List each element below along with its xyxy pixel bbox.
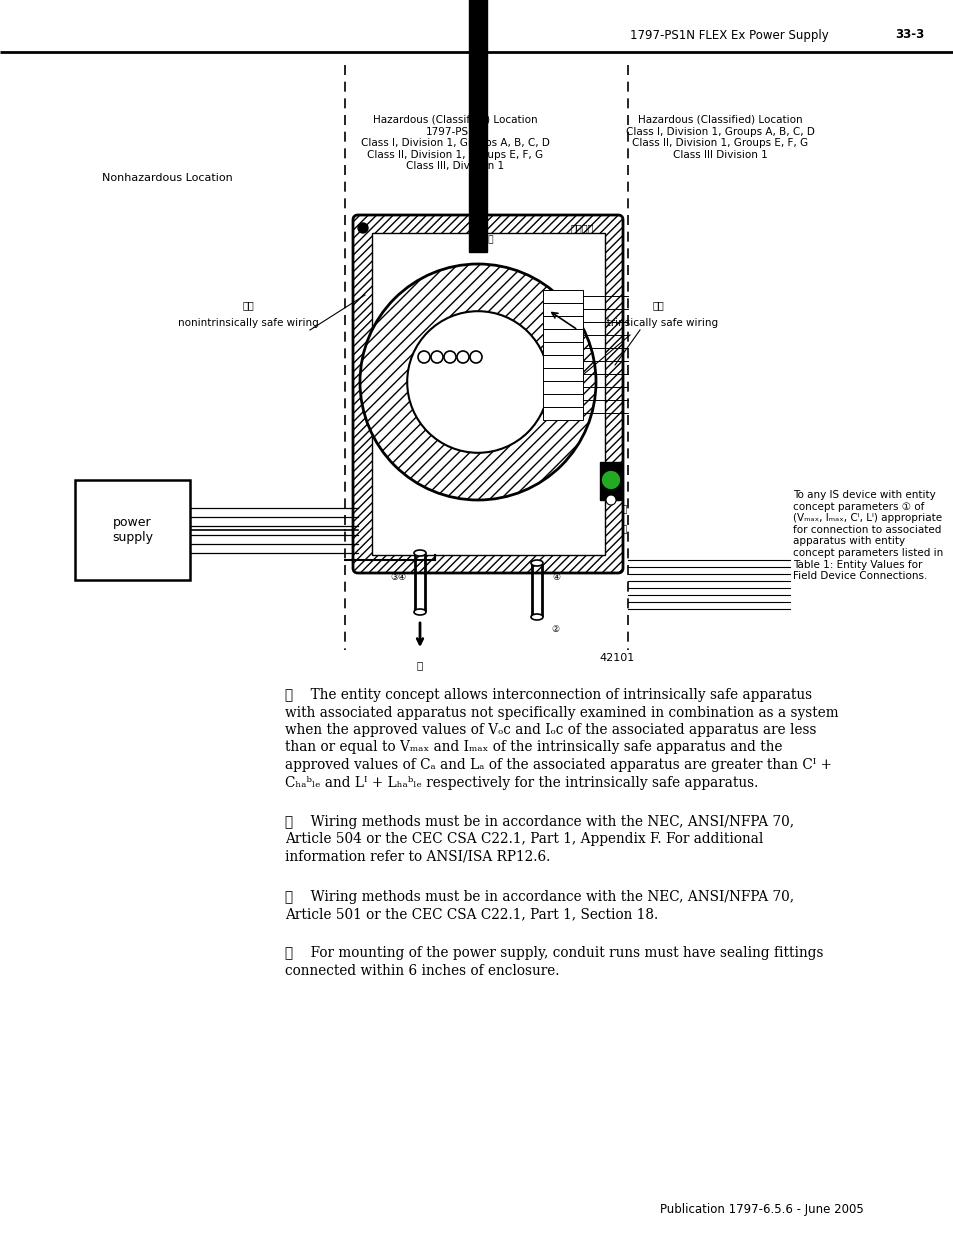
Text: approved values of Cₐ and Lₐ of the associated apparatus are greater than Cᴵ +: approved values of Cₐ and Lₐ of the asso… [285,758,831,772]
Text: Hazardous (Classified) Location
Class I, Division 1, Groups A, B, C, D
Class II,: Hazardous (Classified) Location Class I,… [625,115,814,159]
Circle shape [600,471,620,490]
Circle shape [431,351,442,363]
Circle shape [443,351,456,363]
Ellipse shape [531,614,542,620]
Text: ⓈⓉⓊⓋ: ⓈⓉⓊⓋ [472,236,494,245]
Text: ⓈⓉⓊⓋ: ⓈⓉⓊⓋ [570,224,593,233]
Circle shape [359,264,596,500]
Text: connected within 6 inches of enclosure.: connected within 6 inches of enclosure. [285,965,558,978]
Text: Hazardous (Classified) Location
1797-PS1N
Class I, Division 1, Groups A, B, C, D: Hazardous (Classified) Location 1797-PS1… [360,115,549,172]
Text: 1797-PS1N FLEX Ex Power Supply: 1797-PS1N FLEX Ex Power Supply [629,28,828,42]
Circle shape [605,495,616,505]
Bar [599,462,621,500]
Text: ③    Wiring methods must be in accordance with the NEC, ANSI/NFPA 70,: ③ Wiring methods must be in accordance w… [285,889,793,904]
Text: Article 504 or the CEC CSA C22.1, Part 1, Appendix F. For additional: Article 504 or the CEC CSA C22.1, Part 1… [285,832,762,846]
Bar [542,342,582,354]
Text: Ⓖ: Ⓖ [416,659,423,671]
Text: ⓈⓉ: ⓈⓉ [652,300,663,310]
Text: ②: ② [551,625,558,635]
Text: ⓈⓉ: ⓈⓉ [242,300,253,310]
Bar [542,316,582,329]
Text: Ⓢ: Ⓢ [621,505,627,515]
Text: nonintrinsically safe wiring: nonintrinsically safe wiring [177,317,318,329]
Bar [542,368,582,382]
Text: Article 501 or the CEC CSA C22.1, Part 1, Section 18.: Article 501 or the CEC CSA C22.1, Part 1… [285,906,658,921]
Circle shape [470,351,481,363]
Text: power
supply: power supply [112,516,152,543]
Text: Nonhazardous Location: Nonhazardous Location [102,173,233,183]
Circle shape [417,351,430,363]
Bar [542,408,582,420]
Text: intrinsically safe wiring: intrinsically safe wiring [597,317,718,329]
Circle shape [456,351,469,363]
Text: To any IS device with entity
concept parameters ① of
(Vₘₐₓ, Iₘₐₓ, Cᴵ, Lᴵ) approp: To any IS device with entity concept par… [792,490,943,582]
Bar [542,290,582,303]
Text: with associated apparatus not specifically examined in combination as a system: with associated apparatus not specifical… [285,705,838,720]
Text: ③④: ③④ [390,573,406,582]
Bar [469,0,486,252]
FancyBboxPatch shape [353,215,622,573]
Text: ④: ④ [552,573,559,582]
Text: than or equal to Vₘₐₓ and Iₘₐₓ of the intrinsically safe apparatus and the: than or equal to Vₘₐₓ and Iₘₐₓ of the in… [285,741,781,755]
Ellipse shape [414,550,426,556]
Text: ②    Wiring methods must be in accordance with the NEC, ANSI/NFPA 70,: ② Wiring methods must be in accordance w… [285,815,793,829]
Bar [542,394,582,408]
Text: 42101: 42101 [599,653,635,663]
Ellipse shape [414,609,426,615]
Text: 33-3: 33-3 [894,28,923,42]
Text: information refer to ANSI/ISA RP12.6.: information refer to ANSI/ISA RP12.6. [285,850,550,864]
Bar [372,233,604,555]
Ellipse shape [531,559,542,566]
Bar [75,480,190,580]
Text: Publication 1797-6.5.6 - June 2005: Publication 1797-6.5.6 - June 2005 [659,1203,862,1216]
Circle shape [407,311,548,453]
Bar [542,382,582,394]
Text: ①    The entity concept allows interconnection of intrinsically safe apparatus: ① The entity concept allows interconnect… [285,688,811,701]
Text: Ⓡ: Ⓡ [621,526,627,535]
Bar [542,354,582,368]
Bar [542,303,582,316]
Circle shape [357,224,368,233]
Text: when the approved values of Vₒc and Iₒc of the associated apparatus are less: when the approved values of Vₒc and Iₒc … [285,722,816,737]
Bar [542,329,582,342]
Text: ④    For mounting of the power supply, conduit runs must have sealing fittings: ④ For mounting of the power supply, cond… [285,946,822,961]
Text: Cₕₐᵇₗₑ and Lᴵ + Lₕₐᵇₗₑ respectively for the intrinsically safe apparatus.: Cₕₐᵇₗₑ and Lᴵ + Lₕₐᵇₗₑ respectively for … [285,776,758,789]
